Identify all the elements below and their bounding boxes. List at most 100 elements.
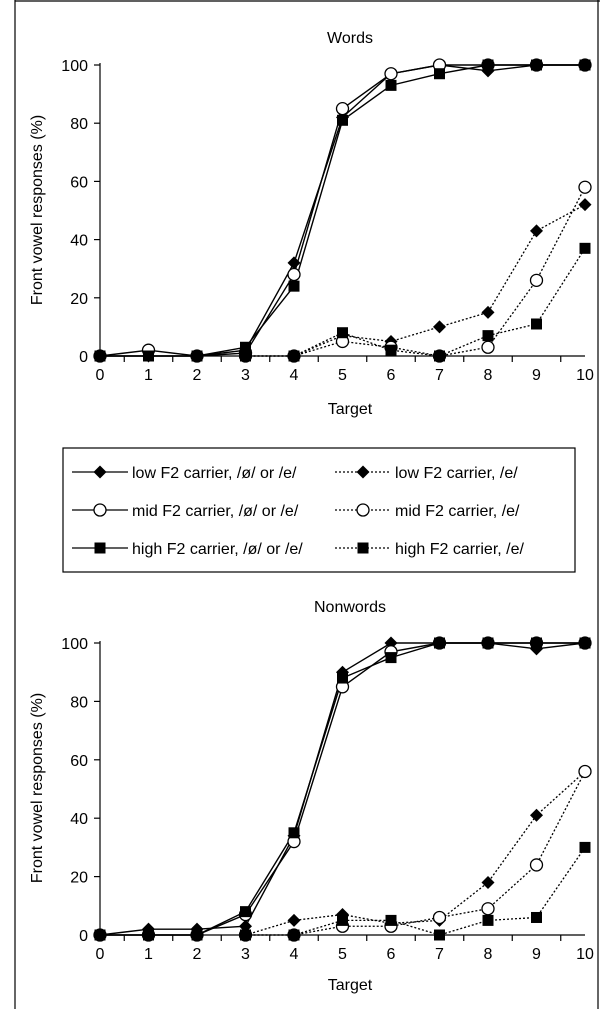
data-point: [482, 914, 494, 926]
x-tick-label: 3: [241, 367, 250, 384]
y-tick-label: 40: [70, 233, 88, 250]
x-tick-label: 10: [576, 946, 594, 963]
data-point: [287, 267, 301, 282]
x-tick-label: 7: [435, 946, 444, 963]
data-point: [531, 911, 542, 923]
legend-box: [62, 447, 576, 573]
data-point: [578, 764, 592, 779]
data-point: [482, 330, 494, 342]
data-point: [191, 350, 203, 362]
data-point: [481, 902, 495, 916]
legend-marker: [356, 465, 370, 479]
legend-label: high F2 carrier, /e/: [395, 541, 525, 558]
x-tick-label: 8: [484, 367, 493, 384]
data-point: [288, 280, 300, 292]
legend: low F2 carrier, /ø/ or /e/low F2 carrier…: [62, 447, 576, 573]
data-point: [531, 318, 542, 330]
data-point: [385, 79, 397, 91]
data-point: [337, 327, 348, 339]
data-point: [337, 914, 348, 926]
data-point: [337, 114, 348, 126]
legend-item: high F2 carrier, /e/: [335, 541, 525, 558]
x-tick-label: 2: [193, 946, 202, 963]
series-line-3: [245, 770, 586, 936]
data-point: [578, 198, 592, 212]
data-point: [240, 341, 251, 353]
data-point: [288, 827, 300, 839]
x-tick-label: 4: [290, 367, 299, 384]
data-point: [433, 320, 446, 334]
data-point: [385, 652, 397, 664]
data-point: [434, 68, 445, 80]
data-point: [240, 350, 251, 362]
legend-item: low F2 carrier, /e/: [335, 465, 518, 482]
data-point: [481, 305, 495, 319]
x-tick-label: 5: [338, 946, 347, 963]
data-point: [482, 637, 494, 649]
x-tick-label: 8: [484, 946, 493, 963]
legend-marker: [94, 542, 106, 554]
y-axis-title: Front vowel responses (%): [29, 693, 46, 883]
data-point: [482, 59, 494, 71]
data-point: [434, 637, 445, 649]
x-tick-label: 0: [96, 946, 105, 963]
legend-label: high F2 carrier, /ø/ or /e/: [132, 541, 303, 558]
series-line-5: [245, 247, 586, 357]
x-tick-label: 9: [532, 367, 541, 384]
y-tick-label: 0: [79, 349, 88, 366]
legend-item: mid F2 carrier, /e/: [335, 503, 520, 520]
legend-item: mid F2 carrier, /ø/ or /e/: [72, 503, 299, 520]
y-tick-label: 0: [79, 928, 88, 945]
series-layer: [93, 58, 592, 363]
data-point: [94, 350, 106, 362]
x-tick-label: 7: [435, 367, 444, 384]
legend-label: low F2 carrier, /ø/ or /e/: [132, 465, 297, 482]
legend-item: low F2 carrier, /ø/ or /e/: [72, 465, 297, 482]
chart-title: Words: [327, 30, 373, 47]
data-point: [287, 256, 301, 270]
x-tick-label: 2: [193, 367, 202, 384]
data-point: [143, 929, 154, 941]
data-point: [579, 637, 591, 649]
legend-label: low F2 carrier, /e/: [395, 465, 518, 482]
x-axis-title: Target: [328, 401, 373, 418]
x-tick-label: 0: [96, 367, 105, 384]
data-point: [384, 67, 398, 81]
series-layer: [93, 636, 592, 942]
data-point: [531, 637, 542, 649]
data-point: [191, 929, 203, 941]
x-tick-label: 10: [576, 367, 594, 384]
data-point: [385, 344, 397, 356]
legend-marker: [93, 465, 107, 479]
axes: 0 20 40 60 80 100 0 1 2 3 4 5 6 7 8 9 10: [61, 636, 594, 963]
x-tick-label: 5: [338, 367, 347, 384]
data-point: [579, 841, 591, 853]
data-point: [530, 808, 543, 822]
data-point: [337, 672, 348, 684]
y-tick-label: 20: [70, 870, 88, 887]
data-point: [481, 875, 495, 889]
data-point: [240, 906, 251, 918]
data-point: [579, 59, 591, 71]
x-tick-label: 1: [144, 946, 153, 963]
chart-nonwords: Nonwords Front vowel responses (%) Targe…: [29, 599, 594, 994]
series-line-4: [245, 771, 586, 936]
data-point: [529, 273, 544, 287]
y-tick-label: 100: [61, 58, 88, 75]
x-tick-label: 6: [387, 367, 396, 384]
data-point: [434, 929, 445, 941]
data-point: [432, 910, 447, 925]
y-tick-label: 60: [70, 753, 88, 770]
legend-marker: [93, 503, 107, 517]
x-tick-label: 9: [532, 946, 541, 963]
data-point: [335, 102, 350, 116]
axes: 0 20 40 60 80 100 0 1 2 3 4 5 6 7 8 9 10: [61, 58, 594, 384]
y-tick-label: 40: [70, 811, 88, 828]
y-tick-label: 20: [70, 291, 88, 308]
legend-label: mid F2 carrier, /e/: [395, 503, 520, 520]
data-point: [481, 340, 495, 354]
chart-words: Words Front vowel responses (%) Target 0…: [29, 30, 594, 418]
series-line-5: [245, 847, 586, 936]
legend-items: low F2 carrier, /ø/ or /e/low F2 carrier…: [72, 465, 525, 558]
